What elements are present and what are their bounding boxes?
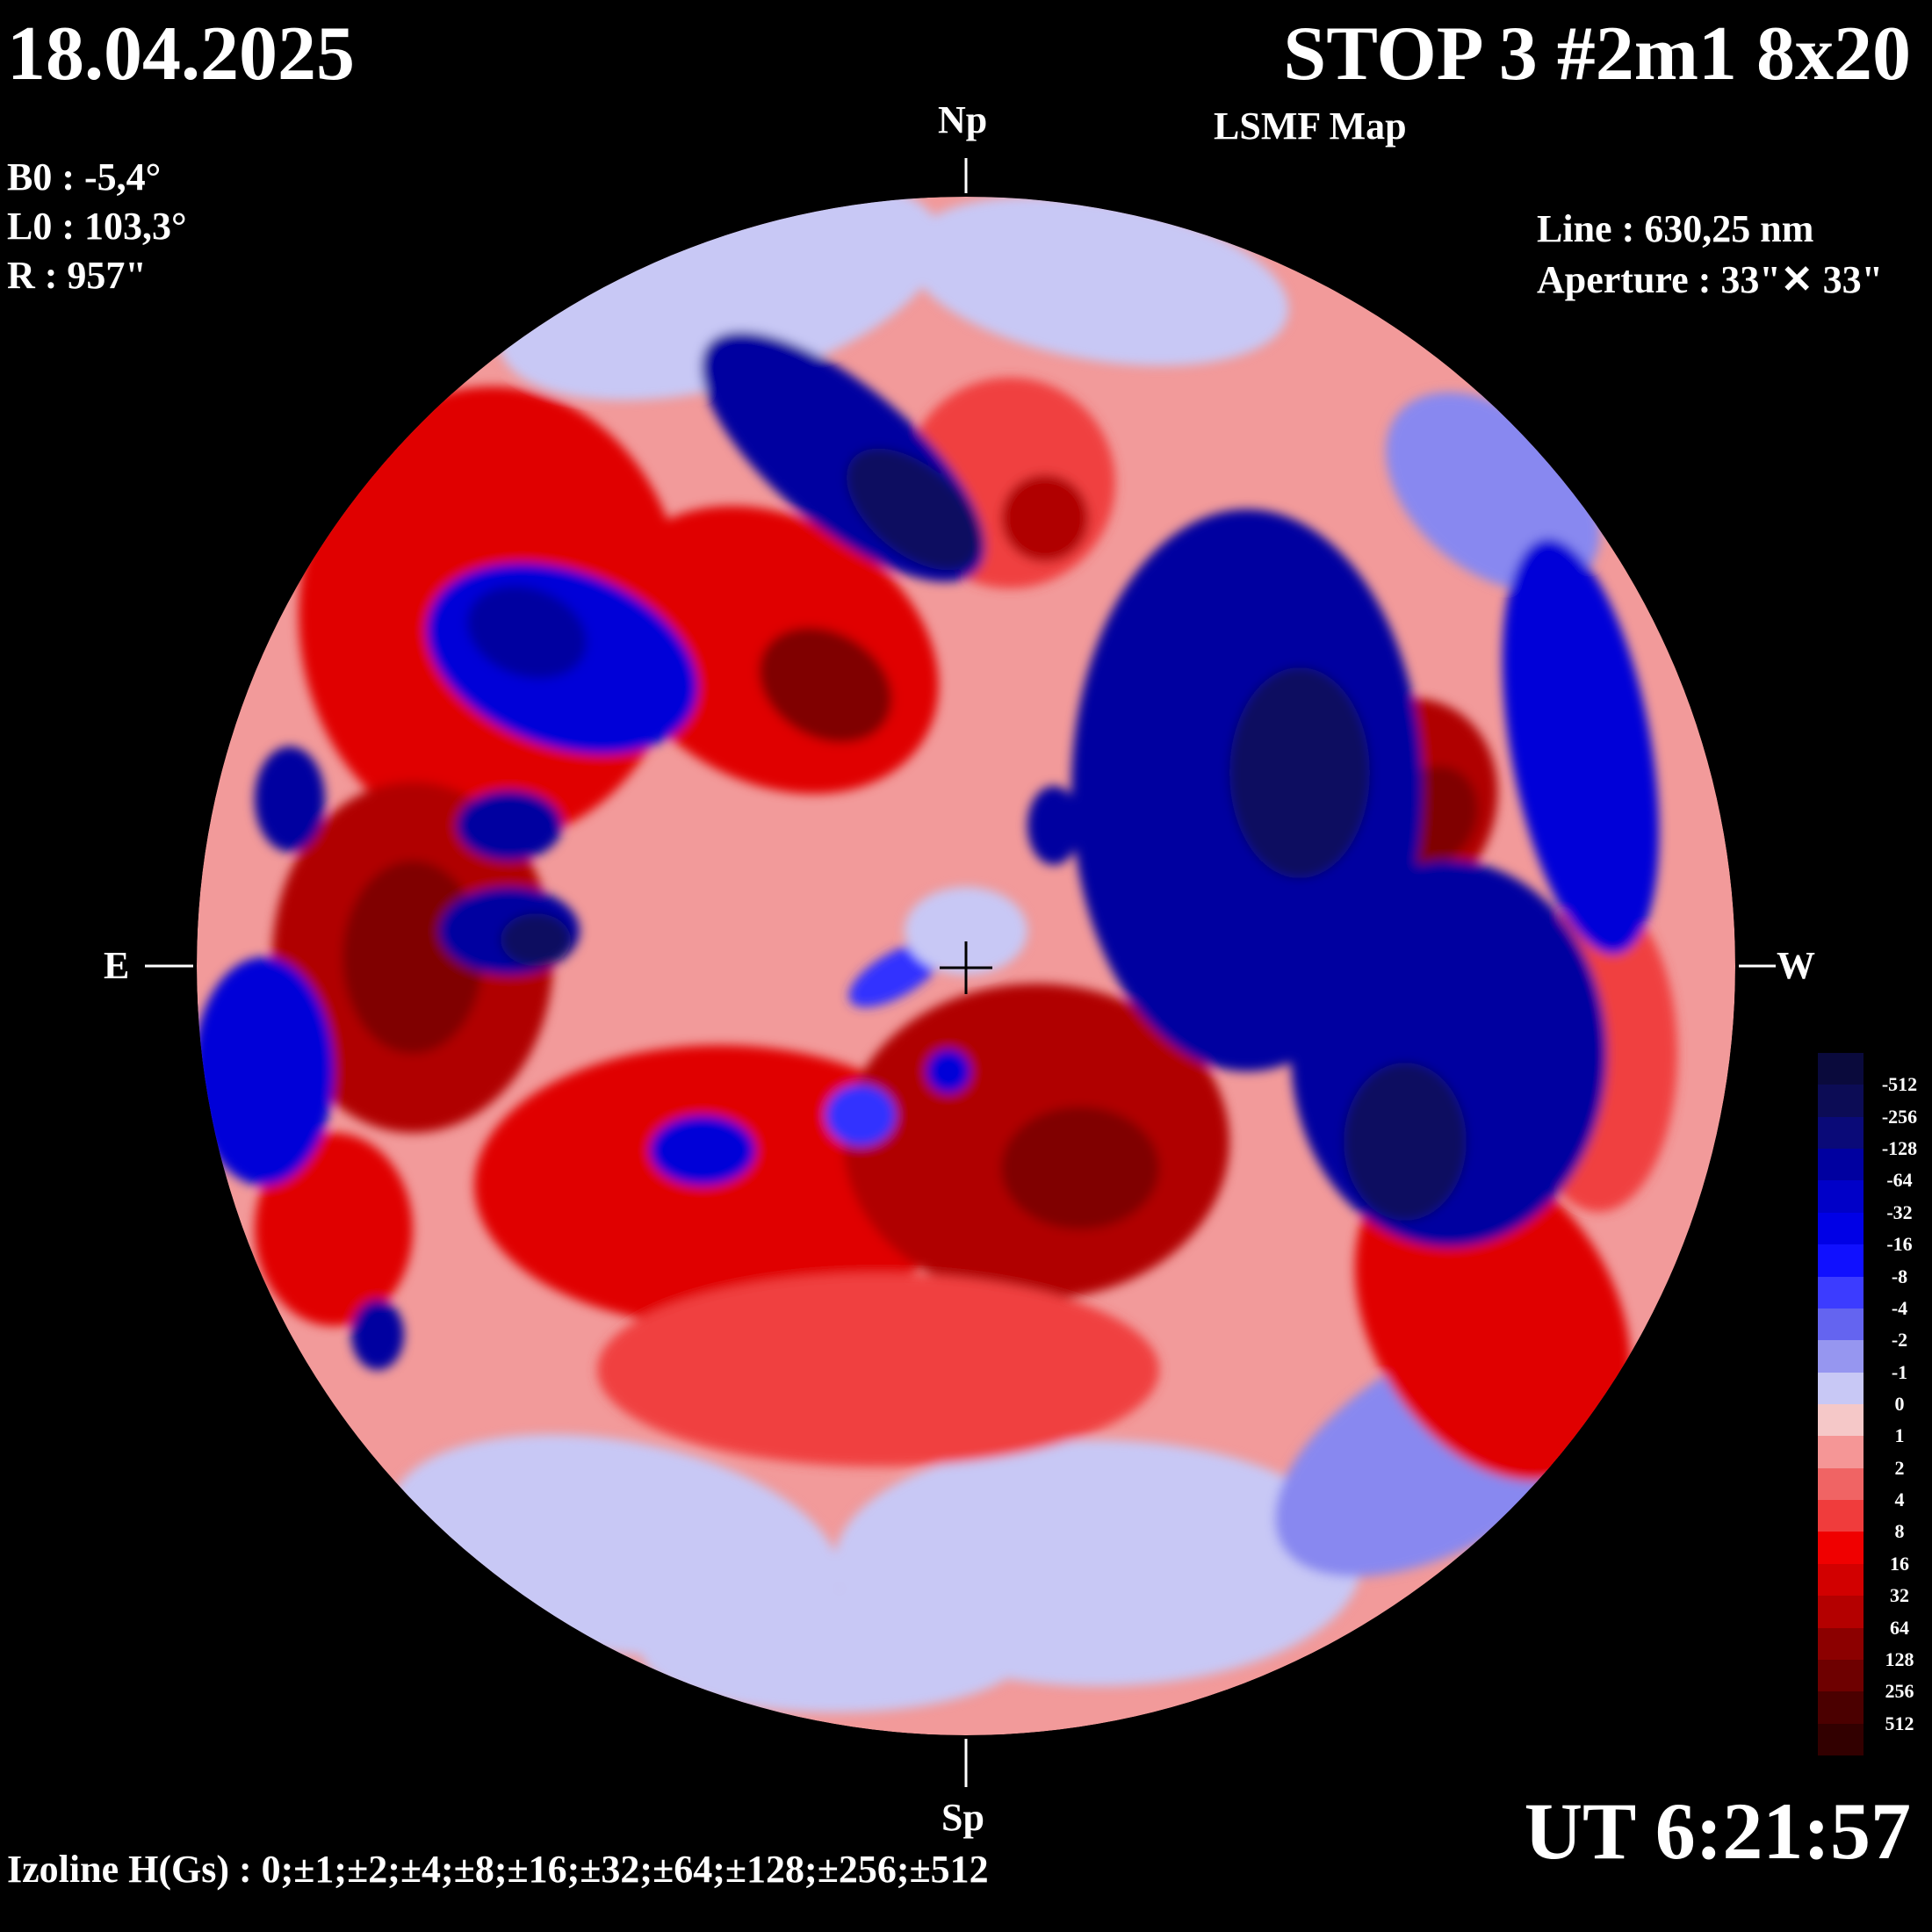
negative-field-region <box>467 586 587 679</box>
positive-field-region <box>342 861 483 1054</box>
positive-field-region <box>1001 1107 1159 1229</box>
negative-field-region <box>1229 667 1370 878</box>
color-scale-segment <box>1818 1500 1864 1532</box>
color-scale-label: -128 <box>1881 1137 1918 1160</box>
east-label: E <box>104 944 130 987</box>
color-scale-segment <box>1818 1053 1864 1085</box>
color-scale-label: -4 <box>1891 1296 1908 1319</box>
color-scale-segment <box>1818 1180 1864 1214</box>
negative-field-region <box>197 957 334 1186</box>
color-scale-label: 8 <box>1894 1520 1905 1543</box>
negative-field-region <box>926 1049 970 1093</box>
b0-value: B0 : -5,4° <box>7 155 162 198</box>
color-scale-label: -2 <box>1891 1329 1908 1352</box>
ephemeris-params: B0 : -5,4° L0 : 103,3° R : 957" <box>7 153 187 300</box>
positive-field-region <box>759 627 892 743</box>
color-scale-label: 2 <box>1894 1456 1905 1479</box>
negative-field-region <box>846 448 981 571</box>
color-scale-segment <box>1818 1436 1864 1469</box>
color-scale-segment <box>1818 1244 1864 1278</box>
color-scale-label: -64 <box>1886 1169 1913 1192</box>
radius-value: R : 957" <box>7 254 147 297</box>
color-scale-label: 1 <box>1894 1424 1905 1447</box>
positive-field-region <box>597 1273 1159 1467</box>
color-scale-label: 64 <box>1890 1616 1909 1639</box>
observation-date: 18.04.2025 <box>7 11 355 97</box>
color-scale-segment <box>1818 1596 1864 1629</box>
negative-field-region <box>501 913 571 966</box>
color-scale-label: 4 <box>1894 1489 1905 1511</box>
negative-field-region <box>457 790 562 861</box>
color-scale-label: -16 <box>1886 1233 1913 1256</box>
color-scale-segment <box>1818 1116 1864 1150</box>
color-scale-segment <box>1818 1659 1864 1692</box>
color-scale-segment <box>1818 1627 1864 1661</box>
ut-time: UT 6:21:57 <box>1524 1786 1911 1876</box>
l0-value: L0 : 103,3° <box>7 205 187 248</box>
color-scale-label: -512 <box>1881 1073 1918 1096</box>
color-scale-segment <box>1818 1563 1864 1597</box>
positive-field-region <box>255 1133 413 1326</box>
solar-disk <box>197 197 1735 1735</box>
color-scale-label: 32 <box>1890 1584 1909 1607</box>
negative-field-region <box>906 197 1289 366</box>
color-scale-segment <box>1818 1085 1864 1118</box>
negative-field-region <box>1502 538 1660 955</box>
color-scale-segment <box>1818 1691 1864 1725</box>
color-scale-segment <box>1818 1340 1864 1373</box>
color-scale-segment <box>1818 1308 1864 1341</box>
negative-field-region <box>1027 786 1080 865</box>
negative-field-region <box>825 1085 896 1146</box>
spectral-line: Line : 630,25 nm <box>1537 207 1814 250</box>
color-scale-segment <box>1818 1212 1864 1245</box>
positive-field-region <box>1001 474 1089 562</box>
color-scale-label: -8 <box>1891 1265 1908 1287</box>
color-scale-label: 256 <box>1885 1680 1914 1703</box>
color-scale-bar <box>1818 1053 1864 1756</box>
color-scale-label: 128 <box>1885 1647 1914 1670</box>
color-scale-segment <box>1818 1149 1864 1181</box>
map-title: STOP 3 #2m1 8x20 <box>1283 11 1911 97</box>
negative-field-region <box>641 1590 1027 1712</box>
color-scale-segment <box>1818 1404 1864 1437</box>
negative-field-region <box>1344 1063 1467 1221</box>
color-scale-segment <box>1818 1532 1864 1565</box>
negative-field-region <box>255 746 325 852</box>
color-scale-label: 0 <box>1894 1393 1905 1415</box>
color-scale-label: -1 <box>1891 1360 1908 1383</box>
south-pole-label: Sp <box>941 1796 984 1839</box>
color-scale-label: -256 <box>1881 1105 1918 1128</box>
instrument-info: Line : 630,25 nm Aperture : 33"✕ 33" <box>1537 204 1883 306</box>
color-scale-segment <box>1818 1372 1864 1405</box>
north-pole-label: Np <box>938 98 988 141</box>
aperture: Aperture : 33"✕ 33" <box>1537 258 1884 301</box>
map-subtitle: LSMF Map <box>1214 105 1407 148</box>
negative-field-region <box>650 1115 755 1186</box>
west-label: W <box>1777 944 1815 987</box>
color-scale-label: 16 <box>1890 1552 1909 1575</box>
color-scale-label: 512 <box>1885 1712 1914 1734</box>
color-scale-segment <box>1818 1723 1864 1756</box>
negative-field-region <box>905 887 1027 975</box>
color-scale-segment <box>1818 1276 1864 1309</box>
color-scale-segment <box>1818 1467 1864 1501</box>
color-scale-label: -32 <box>1886 1200 1913 1223</box>
negative-field-region <box>351 1300 404 1370</box>
izoline-legend: Izoline H(Gs) : 0;±1;±2;±4;±8;±16;±32;±6… <box>7 1848 989 1891</box>
